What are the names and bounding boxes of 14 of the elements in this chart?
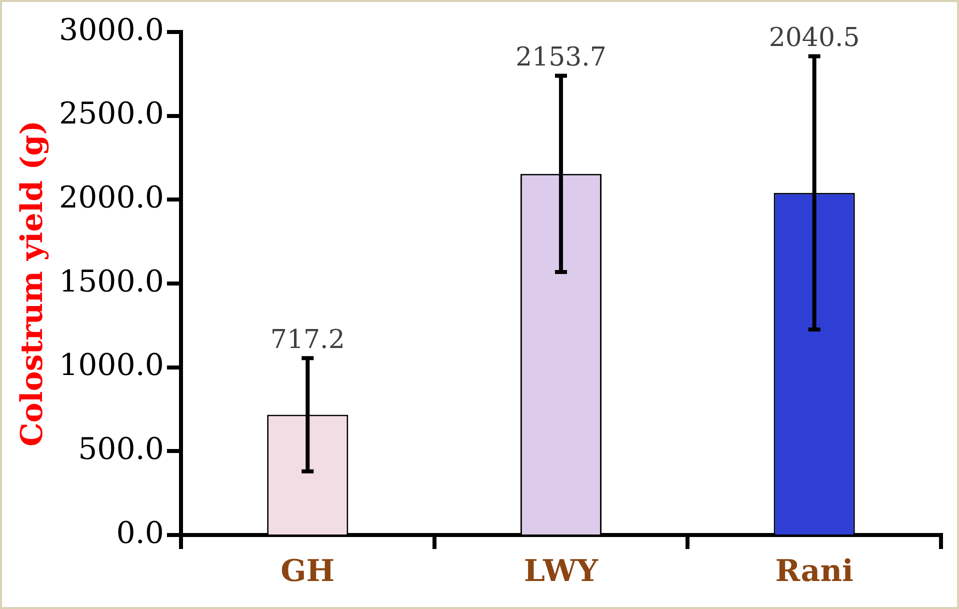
y-tick-label: 1000.0: [58, 348, 164, 384]
y-tick-label: 1500.0: [58, 264, 164, 300]
annotation: 717.2: [270, 324, 345, 355]
y-tick-label: 500.0: [78, 432, 164, 467]
y-tick-label: 2000.0: [58, 180, 164, 216]
y-tick-label: 2500.0: [58, 96, 164, 132]
y-tick-label: 0.0: [116, 516, 164, 551]
x-tick-label: Rani: [775, 554, 854, 589]
y-tick-label: 3000.0: [58, 12, 164, 48]
x-tick-label: GH: [280, 554, 335, 589]
annotation: 2153.7: [515, 42, 606, 73]
annotation: 2040.5: [768, 23, 860, 54]
y-axis-title: Colostrum yield (g): [14, 120, 50, 446]
x-tick-label: LWY: [524, 554, 599, 589]
